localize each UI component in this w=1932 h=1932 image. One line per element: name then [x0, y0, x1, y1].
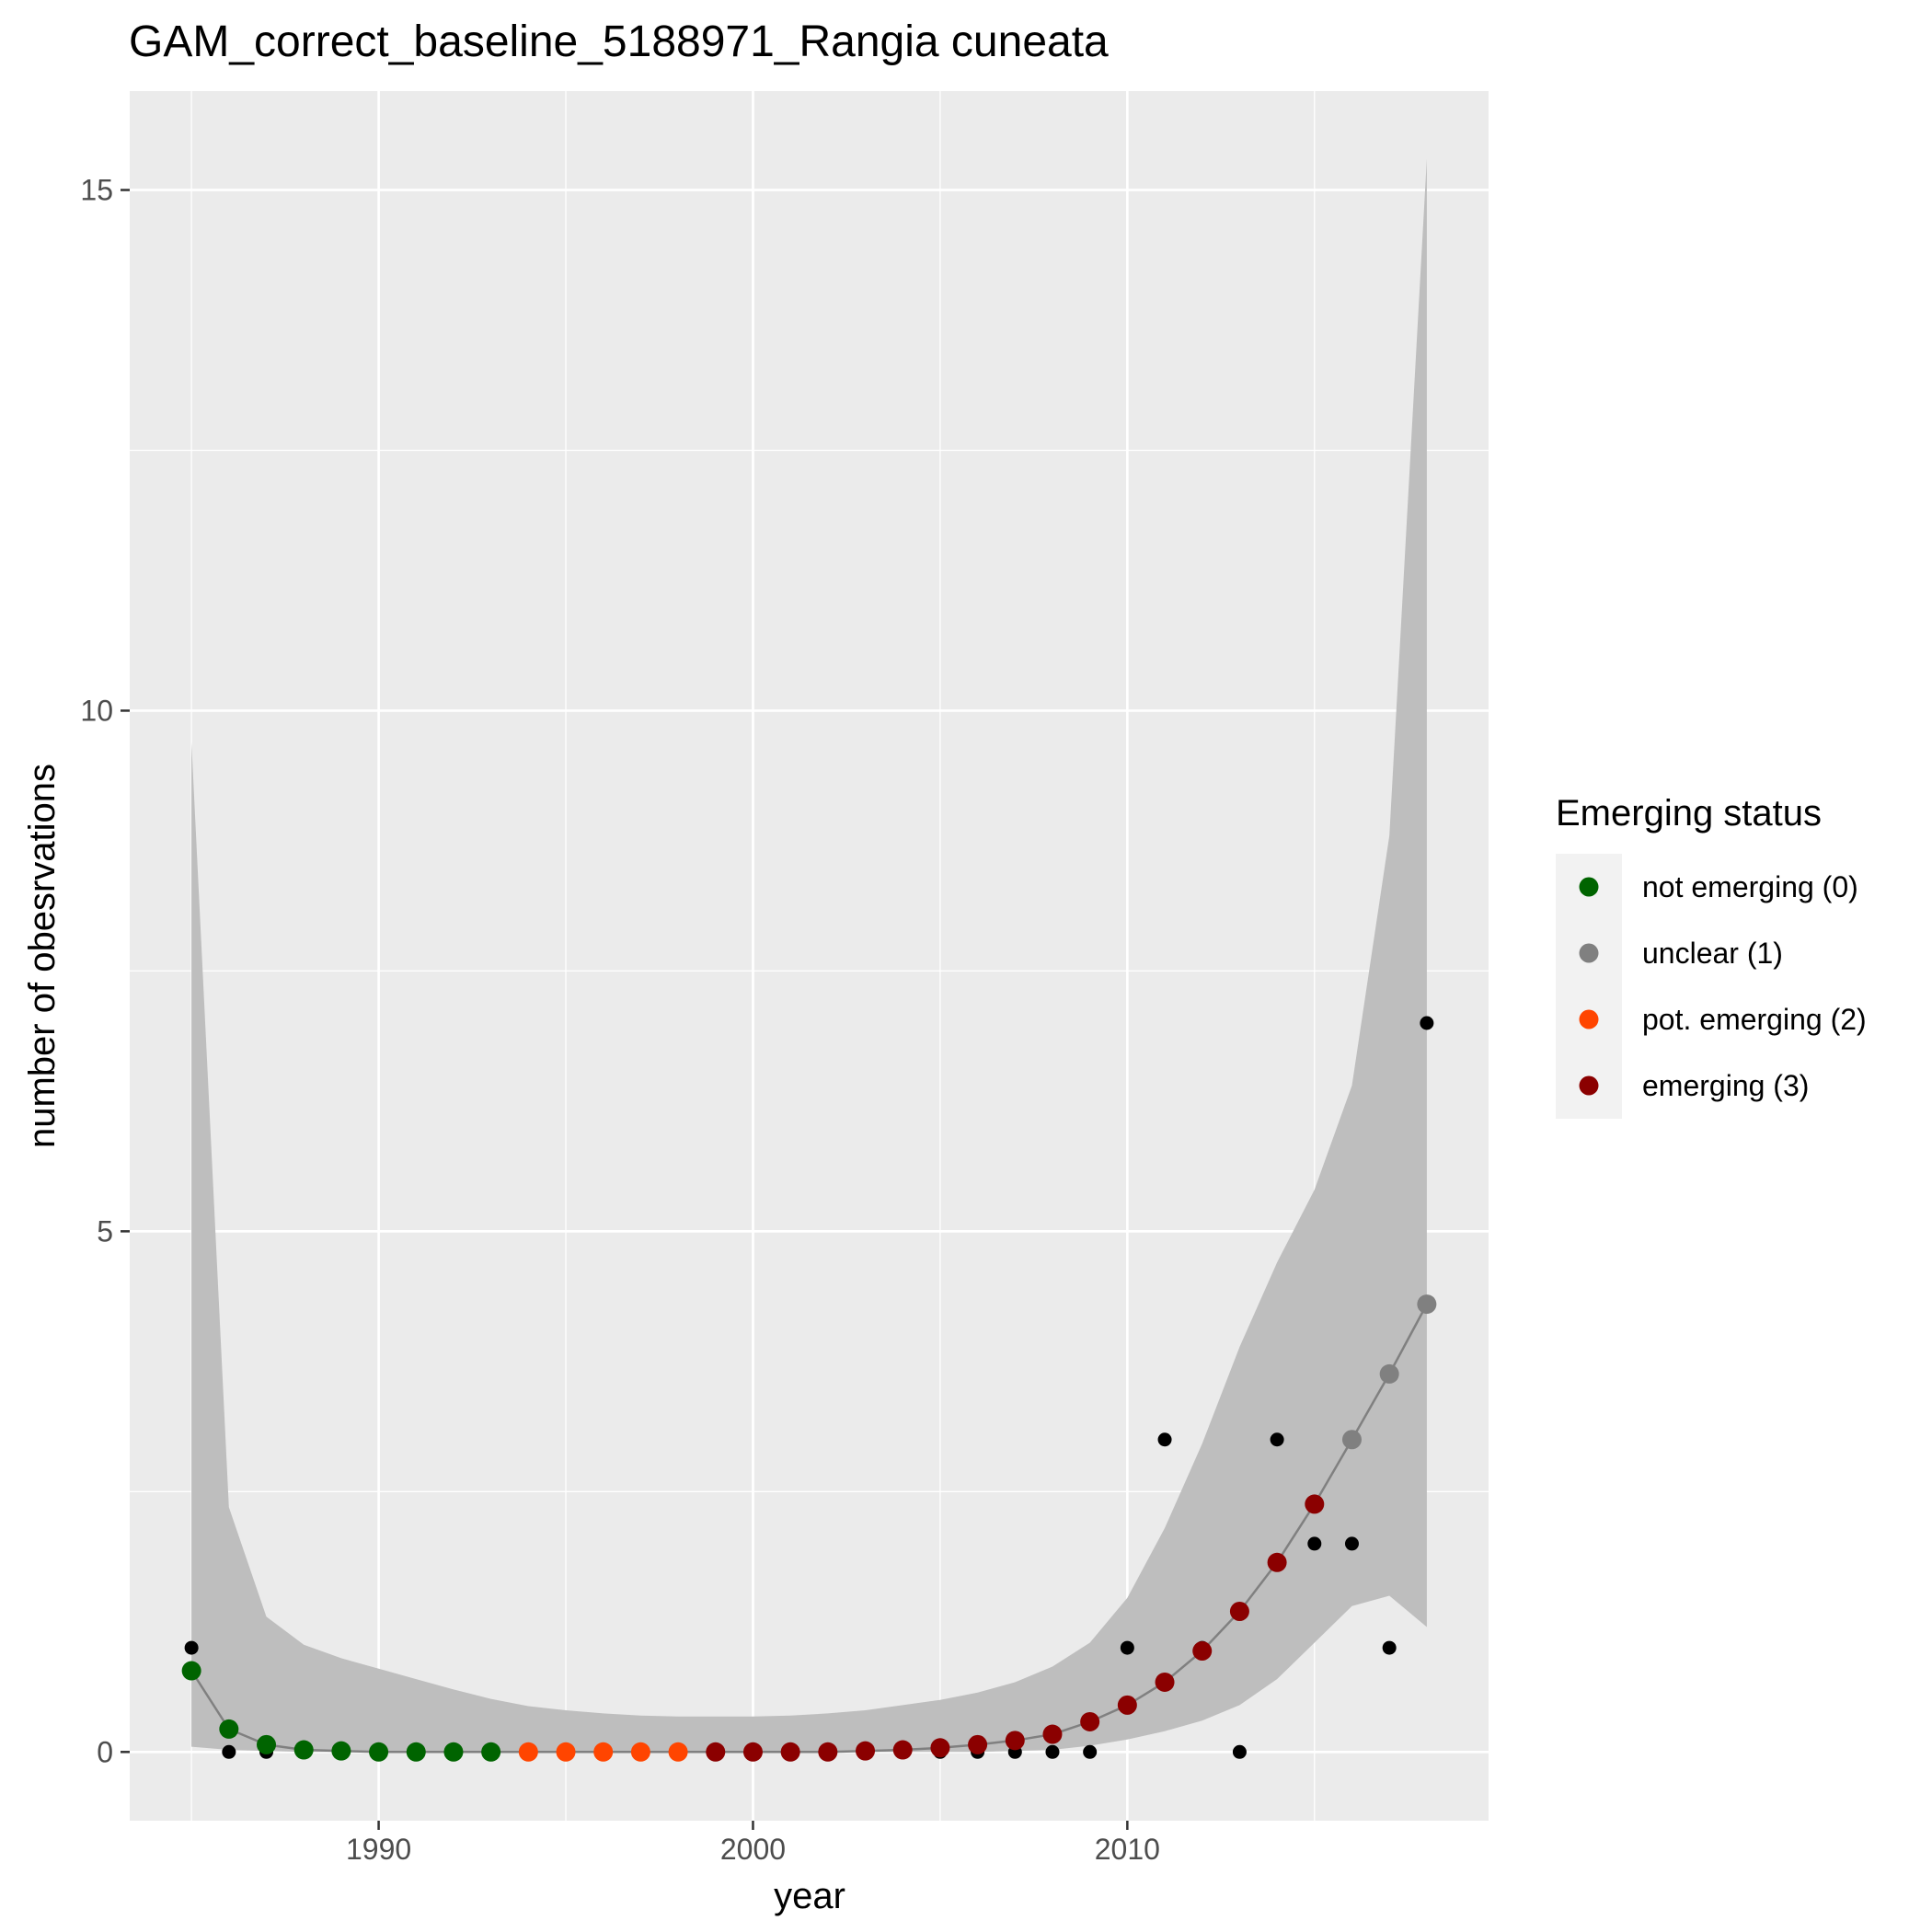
- fit-point: [219, 1719, 239, 1739]
- fit-point: [481, 1742, 501, 1762]
- y-tick-label: 0: [97, 1735, 113, 1768]
- fit-point: [930, 1738, 950, 1758]
- observed-point: [1045, 1744, 1060, 1759]
- observed-point: [1344, 1536, 1359, 1551]
- fit-point: [892, 1740, 913, 1760]
- fit-point: [443, 1742, 464, 1762]
- fit-point: [593, 1742, 614, 1762]
- y-axis: 0 5 10 15: [80, 174, 130, 1768]
- observed-point: [184, 1640, 199, 1655]
- fit-point: [856, 1741, 876, 1761]
- x-axis: 1990 2000 2010: [346, 1821, 1160, 1866]
- legend: Emerging status not emerging (0) unclear …: [1556, 793, 1867, 1119]
- fit-point: [1267, 1552, 1287, 1572]
- legend-label: unclear (1): [1642, 937, 1783, 970]
- y-tick-label: 10: [80, 694, 113, 727]
- fit-point: [331, 1741, 351, 1761]
- fit-point: [293, 1740, 314, 1760]
- observed-point: [1232, 1744, 1247, 1759]
- fit-point: [1192, 1641, 1213, 1662]
- fit-point: [1117, 1695, 1137, 1715]
- observed-point: [222, 1744, 236, 1759]
- fit-point: [181, 1661, 201, 1681]
- fit-point: [968, 1734, 988, 1754]
- fit-point: [668, 1742, 688, 1762]
- observed-point: [1270, 1432, 1284, 1447]
- fit-point: [706, 1742, 726, 1762]
- fit-point: [518, 1742, 538, 1762]
- x-tick-label: 2010: [1095, 1833, 1160, 1866]
- fit-point: [1305, 1494, 1325, 1514]
- fit-point: [742, 1742, 763, 1762]
- y-tick-label: 15: [80, 174, 113, 207]
- x-axis-title: year: [774, 1876, 845, 1916]
- fit-point: [1080, 1711, 1100, 1731]
- observed-point: [1382, 1640, 1397, 1655]
- observed-point: [1420, 1016, 1434, 1030]
- fit-point: [369, 1742, 389, 1762]
- fit-point: [1229, 1601, 1249, 1621]
- x-tick-label: 1990: [346, 1833, 411, 1866]
- fit-point: [1379, 1363, 1399, 1384]
- fit-point: [630, 1742, 650, 1762]
- legend-swatch: [1579, 877, 1599, 897]
- x-tick-label: 2000: [720, 1833, 786, 1866]
- fit-point: [1155, 1672, 1175, 1692]
- legend-swatch: [1579, 1009, 1599, 1029]
- observed-point: [1083, 1744, 1098, 1759]
- fit-point: [1417, 1294, 1437, 1315]
- fit-points: [181, 1294, 1437, 1762]
- grid-minor: [130, 91, 1489, 1821]
- fit-point: [1042, 1724, 1063, 1744]
- confidence-band: [191, 158, 1427, 1753]
- fit-point: [406, 1742, 426, 1762]
- fit-point: [556, 1742, 576, 1762]
- legend-label: not emerging (0): [1642, 870, 1858, 903]
- fit-point: [818, 1742, 838, 1762]
- legend-swatch: [1579, 1075, 1599, 1096]
- legend-label: pot. emerging (2): [1642, 1003, 1867, 1036]
- legend-swatch: [1579, 943, 1599, 963]
- y-tick-label: 5: [97, 1214, 113, 1248]
- fit-point: [780, 1742, 800, 1762]
- fit-point: [1005, 1731, 1025, 1751]
- observed-point: [1120, 1640, 1134, 1655]
- y-axis-title: number of obesrvations: [22, 764, 63, 1148]
- fit-point: [257, 1734, 277, 1754]
- legend-label: emerging (3): [1642, 1069, 1809, 1102]
- observed-point: [1157, 1432, 1172, 1447]
- fit-line: [190, 1304, 1429, 1754]
- fit-point: [1341, 1430, 1362, 1450]
- chart-title: GAM_correct_baseline_5188971_Rangia cune…: [129, 17, 1109, 66]
- observed-point: [1307, 1536, 1322, 1551]
- legend-title: Emerging status: [1556, 793, 1822, 834]
